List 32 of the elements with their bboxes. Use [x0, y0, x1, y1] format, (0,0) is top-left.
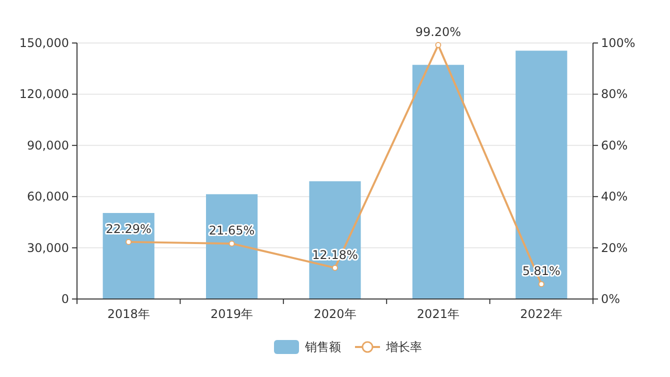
- y2-tick-label: 100%: [601, 36, 636, 50]
- y-tick-label: 30,000: [27, 240, 69, 255]
- y2-tick-label: 40%: [601, 190, 628, 204]
- y-tick-label: 120,000: [19, 87, 69, 102]
- point: [538, 281, 544, 288]
- data-label: 22.29%: [106, 222, 152, 236]
- point: [435, 42, 442, 48]
- y-tick-label: 60,000: [27, 190, 69, 204]
- point: [332, 264, 338, 271]
- x-tick-label: 2018年: [107, 307, 150, 321]
- data-label: 99.20%: [415, 25, 462, 40]
- y2-tick-label: 60%: [601, 138, 628, 152]
- bar: [206, 194, 258, 299]
- x-tick-label: 2021年: [416, 307, 460, 321]
- legend-label: 增长率: [385, 340, 422, 354]
- legend-label: 销售额: [304, 340, 341, 354]
- data-label: 21.65%: [208, 224, 255, 238]
- bar: [412, 64, 464, 299]
- bar: [309, 181, 361, 299]
- x-tick-label: 2020年: [314, 307, 356, 321]
- point: [228, 240, 235, 247]
- y2-tick-label: 80%: [601, 87, 628, 102]
- y-tick-label: 150,000: [19, 36, 69, 50]
- point: [126, 238, 132, 245]
- bar: [102, 212, 154, 299]
- y2-tick-label: 20%: [601, 240, 628, 255]
- x-tick-label: 2022年: [520, 307, 563, 321]
- x-tick-label: 2019年: [210, 307, 254, 321]
- y-tick-label: 0: [61, 292, 69, 306]
- bar: [516, 50, 568, 299]
- y2-tick-label: 0%: [601, 292, 620, 306]
- y-tick-label: 90,000: [27, 138, 69, 152]
